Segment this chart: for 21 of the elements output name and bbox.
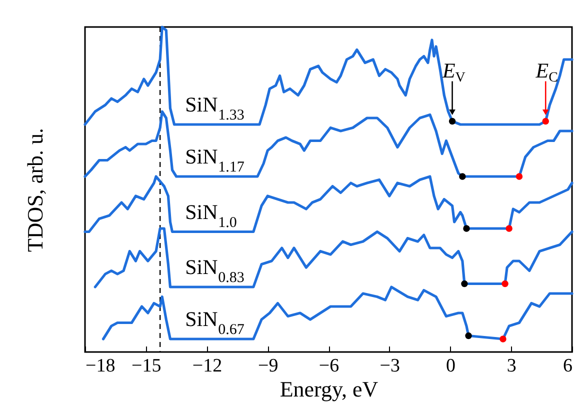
x-tick-label: −6 [318, 356, 340, 376]
x-tick-label: −15 [132, 356, 162, 376]
x-tick-label: −18 [86, 356, 116, 376]
x-tick-label: 0 [446, 356, 456, 376]
point [542, 118, 549, 125]
point [506, 225, 512, 232]
point [448, 118, 456, 125]
point [502, 280, 508, 288]
x-tick-label: −12 [192, 356, 222, 376]
y-axis-title: TDOS, arb. u. [22, 128, 48, 252]
point [461, 280, 468, 288]
x-tick-label: 6 [563, 356, 572, 376]
x-tick-label: 3 [506, 356, 516, 376]
point [465, 332, 472, 340]
point [463, 225, 470, 232]
x-axis-title: Energy, eV [280, 376, 378, 402]
x-tick-label: −9 [258, 356, 278, 376]
x-tick-label: −3 [380, 356, 400, 376]
point [516, 173, 523, 180]
point [459, 173, 466, 180]
point [500, 336, 506, 342]
